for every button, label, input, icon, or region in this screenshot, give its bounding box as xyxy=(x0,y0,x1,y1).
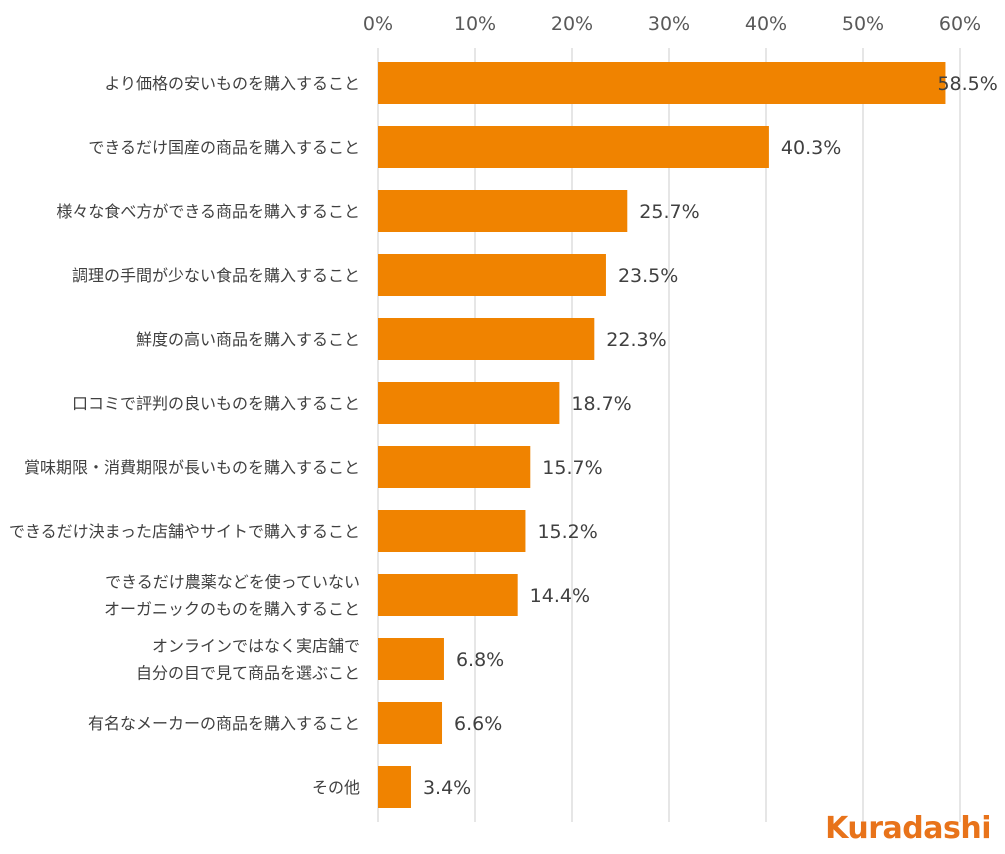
bar xyxy=(378,62,946,104)
data-label: 40.3% xyxy=(781,137,841,159)
bar xyxy=(378,254,606,296)
data-label: 6.6% xyxy=(454,713,502,735)
x-tick-label: 30% xyxy=(648,13,690,35)
x-tick-label: 0% xyxy=(363,13,393,35)
bar xyxy=(378,190,628,232)
x-tick-label: 60% xyxy=(939,13,981,35)
data-label: 22.3% xyxy=(606,329,666,351)
data-label: 3.4% xyxy=(423,777,471,799)
x-tick-label: 10% xyxy=(454,13,496,35)
category-label: オンラインではなく実店舗で xyxy=(152,637,360,656)
data-label: 15.7% xyxy=(542,457,602,479)
bar xyxy=(378,382,560,424)
data-label: 23.5% xyxy=(618,265,678,287)
x-tick-label: 20% xyxy=(551,13,593,35)
category-label: オーガニックのものを購入すること xyxy=(104,600,360,619)
category-label: 様々な食べ方ができる商品を購入すること xyxy=(56,202,360,221)
bar xyxy=(378,446,531,488)
category-label: 調理の手間が少ない食品を購入すること xyxy=(72,266,360,285)
category-label: 鮮度の高い商品を購入すること xyxy=(136,330,360,349)
bar xyxy=(378,638,444,680)
x-tick-label: 40% xyxy=(745,13,787,35)
data-label: 58.5% xyxy=(937,73,997,95)
data-label: 14.4% xyxy=(530,585,590,607)
bar xyxy=(378,766,411,808)
data-label: 15.2% xyxy=(537,521,597,543)
x-tick-label: 50% xyxy=(842,13,884,35)
category-label: 自分の目で見て商品を選ぶこと xyxy=(136,664,360,683)
category-label: 口コミで評判の良いものを購入すること xyxy=(72,394,360,413)
category-label: できるだけ決まった店舗やサイトで購入すること xyxy=(9,522,360,541)
data-label: 18.7% xyxy=(571,393,631,415)
category-label: 賞味期限・消費期限が長いものを購入すること xyxy=(24,458,360,477)
category-label: できるだけ国産の商品を購入すること xyxy=(88,138,360,157)
kuradashi-logo: Kuradashi xyxy=(825,811,991,846)
bar xyxy=(378,702,443,744)
bar xyxy=(378,318,595,360)
data-label: 25.7% xyxy=(639,201,699,223)
bar xyxy=(378,126,769,168)
category-label: より価格の安いものを購入すること xyxy=(104,74,360,93)
category-label: 有名なメーカーの商品を購入すること xyxy=(88,714,360,733)
bar xyxy=(378,510,526,552)
data-label: 6.8% xyxy=(456,649,504,671)
category-label: できるだけ農薬などを使っていない xyxy=(105,573,360,592)
bar xyxy=(378,574,518,616)
category-label: その他 xyxy=(312,778,360,797)
